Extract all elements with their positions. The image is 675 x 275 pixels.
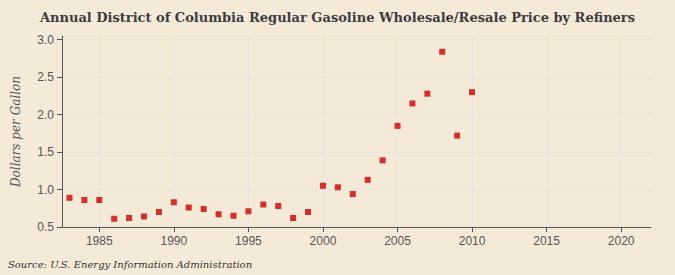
- svg-text:2.0: 2.0: [37, 108, 54, 122]
- svg-text:Annual District of Columbia Re: Annual District of Columbia Regular Gaso…: [39, 10, 635, 25]
- svg-text:1985: 1985: [86, 234, 113, 248]
- svg-text:2010: 2010: [459, 234, 486, 248]
- svg-text:2005: 2005: [384, 234, 411, 248]
- svg-text:1990: 1990: [160, 234, 187, 248]
- svg-text:2000: 2000: [310, 234, 337, 248]
- svg-text:3.0: 3.0: [37, 33, 54, 47]
- svg-text:2015: 2015: [533, 234, 560, 248]
- svg-text:1995: 1995: [235, 234, 262, 248]
- svg-text:Dollars per Gallon: Dollars per Gallon: [9, 76, 23, 188]
- svg-text:1.0: 1.0: [37, 183, 54, 197]
- svg-text:2.5: 2.5: [37, 70, 54, 84]
- svg-text:0.5: 0.5: [37, 220, 54, 234]
- svg-text:Source: U.S. Energy Informatio: Source: U.S. Energy Information Administ…: [8, 259, 252, 270]
- svg-text:1.5: 1.5: [37, 145, 54, 159]
- svg-text:2020: 2020: [608, 234, 635, 248]
